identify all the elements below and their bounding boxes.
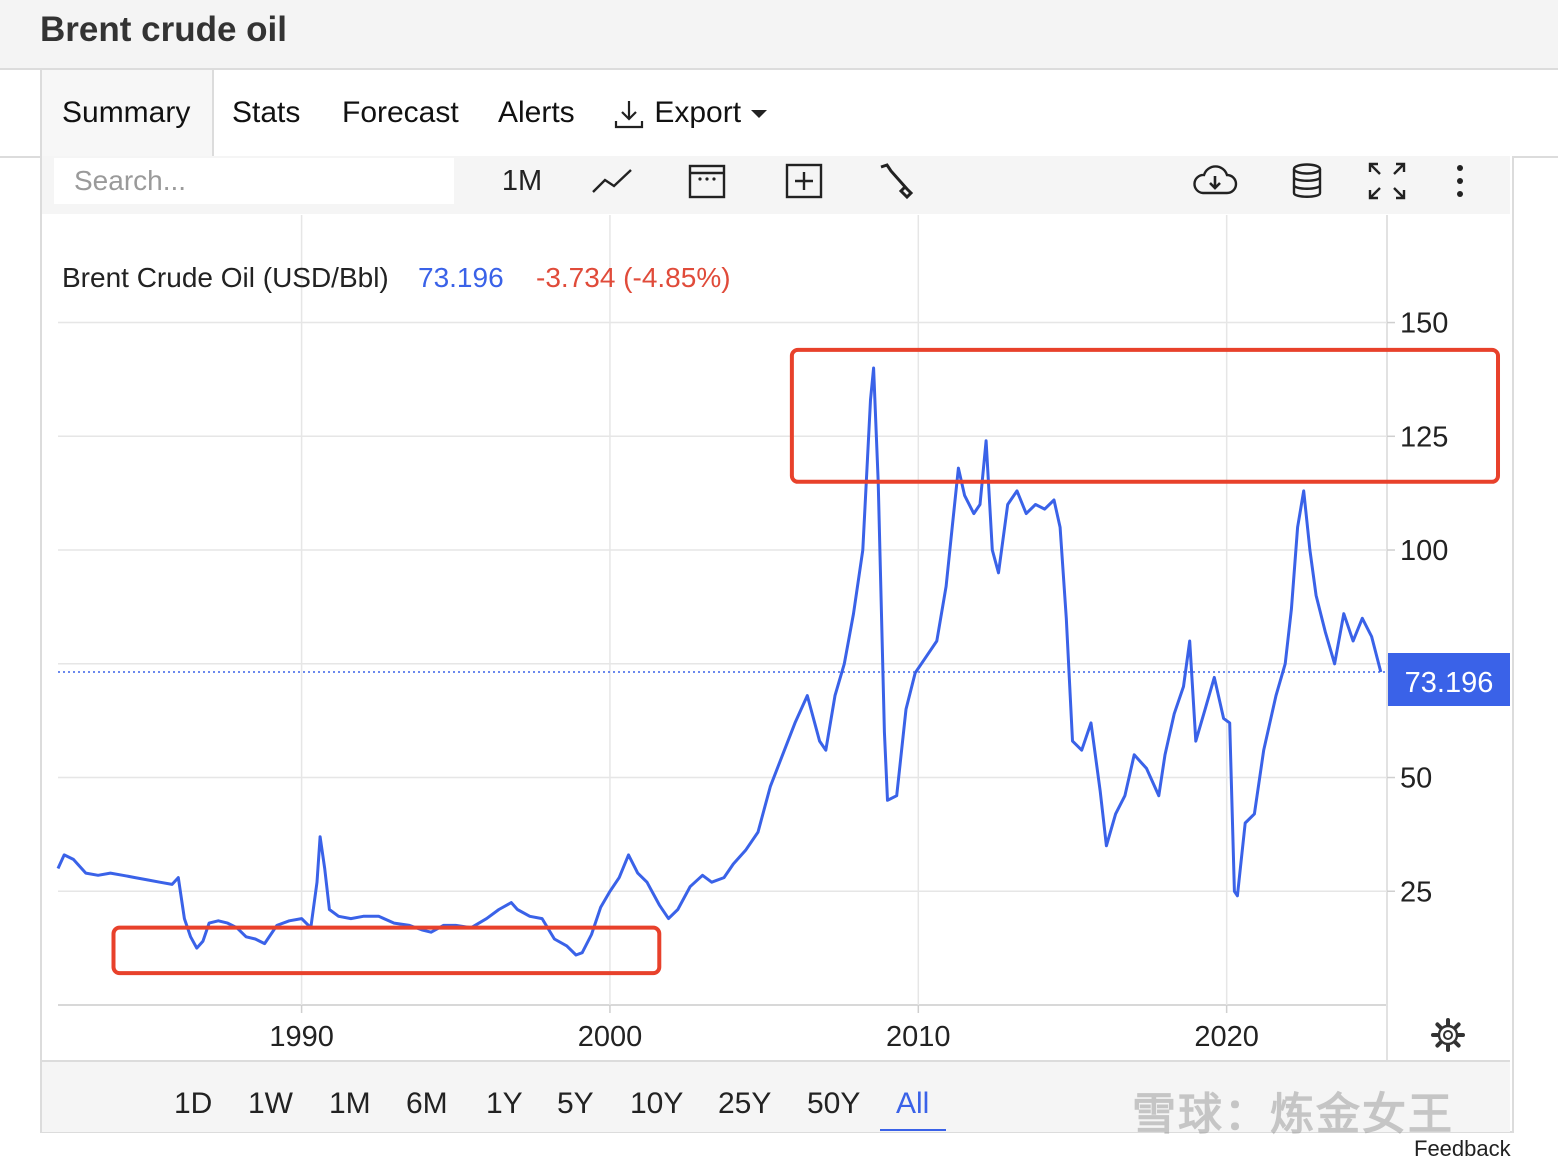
add-indicator-icon[interactable] (779, 156, 829, 206)
tab-summary[interactable]: Summary (62, 96, 191, 129)
line-chart-icon[interactable] (587, 156, 637, 206)
database-icon[interactable] (1282, 156, 1332, 206)
more-icon[interactable] (1440, 156, 1480, 206)
wrench-icon[interactable] (870, 156, 920, 206)
range-selector: 1D 1W 1M 6M 1Y 5Y 10Y 25Y 50Y All (42, 1060, 1510, 1132)
price-tag-group: 73.196 (1388, 653, 1510, 706)
range-10y[interactable]: 10Y (630, 1087, 684, 1120)
search-input[interactable] (54, 158, 454, 204)
highlight-box (111, 925, 662, 976)
x-tick-label: 1990 (269, 1021, 334, 1053)
range-5y[interactable]: 5Y (557, 1087, 594, 1120)
legend-price: 73.196 (418, 262, 504, 293)
y-tick-label: 150 (1400, 308, 1448, 340)
y-tick-label: 50 (1400, 763, 1432, 795)
range-25y[interactable]: 25Y (718, 1087, 772, 1120)
tab-export[interactable]: Export (612, 96, 769, 131)
page-title: Brent crude oil (40, 10, 287, 49)
series-line (56, 366, 1383, 957)
chart-legend: Brent Crude Oil (USD/Bbl) 73.196 -3.734 … (62, 262, 731, 293)
tab-stats[interactable]: Stats (232, 96, 301, 129)
feedback-link[interactable]: Feedback (1414, 1136, 1511, 1161)
range-active-underline (880, 1129, 946, 1131)
fullscreen-icon[interactable] (1362, 156, 1412, 206)
tab-alerts[interactable]: Alerts (498, 96, 575, 129)
price-tag (1388, 653, 1510, 706)
export-label: Export (654, 96, 742, 129)
header-bar: Brent crude oil (0, 0, 1558, 70)
x-tick-label: 2010 (886, 1021, 951, 1053)
caret-down-icon (751, 110, 768, 119)
tab-summary-background (40, 70, 214, 158)
range-1d[interactable]: 1D (174, 1087, 213, 1120)
cloud-download-icon[interactable] (1187, 156, 1243, 206)
frequency-button[interactable]: 1M (501, 164, 543, 197)
y-tick-label: 125 (1400, 421, 1448, 453)
x-tick-label: 2000 (578, 1021, 643, 1053)
watermark: 雪球：炼金女王 (1132, 1090, 1454, 1139)
legend-series-name: Brent Crude Oil (USD/Bbl) (62, 262, 389, 293)
highlight-boxes (111, 347, 1501, 976)
range-50y[interactable]: 50Y (807, 1087, 861, 1120)
chart-panel (40, 156, 1514, 1133)
price-tag-text: 73.196 (1405, 667, 1494, 699)
y-tick-label: 25 (1400, 876, 1432, 908)
range-all[interactable]: All (896, 1087, 930, 1120)
range-1w[interactable]: 1W (248, 1087, 293, 1120)
range-1m[interactable]: 1M (329, 1087, 371, 1120)
highlight-box (789, 347, 1501, 484)
legend-change: -3.734 (-4.85%) (536, 262, 731, 293)
range-6m[interactable]: 6M (406, 1087, 448, 1120)
calendar-icon[interactable] (682, 156, 732, 206)
series-line-group (56, 366, 1387, 957)
chart-gridlines: 25 50 100 125 150 1990 2000 2010 2020 (58, 215, 1448, 1060)
settings-gear-icon[interactable] (1431, 1018, 1465, 1052)
x-tick-label: 2020 (1194, 1021, 1259, 1053)
download-icon (614, 101, 644, 129)
chart-toolbar: 1M (42, 156, 1510, 214)
y-tick-label: 100 (1400, 535, 1448, 567)
range-1y[interactable]: 1Y (486, 1087, 523, 1120)
tab-forecast[interactable]: Forecast (342, 96, 459, 129)
